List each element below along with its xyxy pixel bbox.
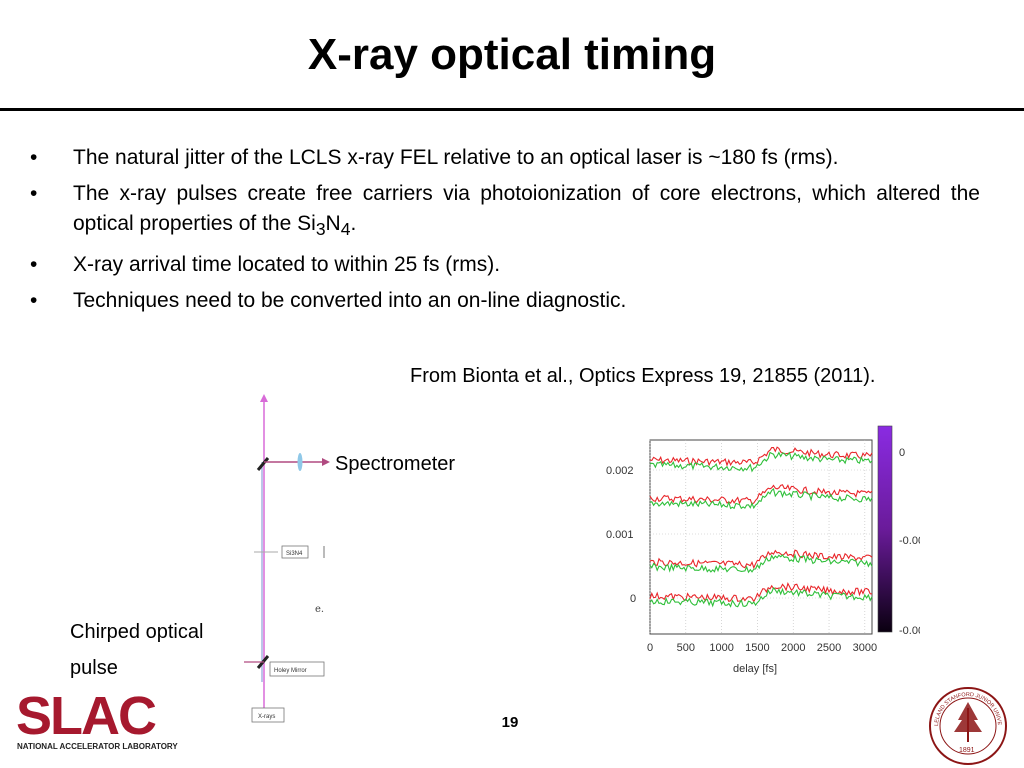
slac-logo: SLAC NATIONAL ACCELERATOR LABORATORY xyxy=(16,686,178,751)
x-axis-label: delay [fs] xyxy=(733,663,777,675)
slac-logo-subtitle: NATIONAL ACCELERATOR LABORATORY xyxy=(17,742,178,751)
y-tick-label: 0 xyxy=(630,593,636,605)
colorbar xyxy=(877,425,893,633)
trace-green xyxy=(649,451,873,473)
plot-traces xyxy=(649,446,873,608)
bullet-text: The natural jitter of the LCLS x-ray FEL… xyxy=(73,146,839,169)
bullet-dot: • xyxy=(30,146,38,169)
bullet-text: The x-ray pulses create free carriers vi… xyxy=(73,182,980,240)
tree-canopy-icon xyxy=(954,702,982,732)
plot-frame xyxy=(649,439,873,635)
y-tick-label: 0.002 xyxy=(606,465,634,477)
bullet-dot: • xyxy=(30,182,38,205)
bullet-list: • The natural jitter of the LCLS x-ray F… xyxy=(30,143,980,322)
bullet-text: X-ray arrival time located to within 25 … xyxy=(73,253,501,277)
subscript: 3 xyxy=(315,219,326,240)
trace-green xyxy=(649,586,873,608)
trace-red xyxy=(649,582,872,603)
x-tick-label: 0 xyxy=(647,642,653,654)
si3n4-box xyxy=(281,545,309,559)
bullet-item: • The x-ray pulses create free carriers … xyxy=(30,179,980,244)
trace-green xyxy=(649,553,873,574)
setup-diagram: Si3N4 e. Holey Mirror X-rays xyxy=(244,394,330,723)
bullet-item: • X-ray arrival time located to within 2… xyxy=(30,250,980,280)
seal-year: 1891 xyxy=(959,747,975,754)
subscript: 4 xyxy=(340,219,351,240)
colorbar-tick-label: -0.0004 xyxy=(899,625,920,637)
bullet-dot: • xyxy=(30,289,38,313)
x-tick-label: 2000 xyxy=(781,642,805,654)
bullet-dot: • xyxy=(30,253,38,277)
trace-red xyxy=(649,446,873,467)
x-tick-labels: 0 500 1000 1500 2000 2500 3000 xyxy=(647,642,877,654)
stray-mark: e. xyxy=(315,604,324,615)
trace-red xyxy=(649,549,873,570)
x-tick-label: 1000 xyxy=(709,642,733,654)
citation: From Bionta et al., Optics Express 19, 2… xyxy=(410,365,876,387)
x-tick-label: 1500 xyxy=(745,642,769,654)
chirped-pulse-label: Chirped optical pulse xyxy=(70,621,204,679)
holey-mirror-label: Holey Mirror xyxy=(274,668,307,674)
slide-title: X-ray optical timing xyxy=(307,30,717,79)
si3n4-label: Si3N4 xyxy=(286,551,303,557)
delay-plot: 0.002 0.001 0 0 500 1000 1500 2000 2500 3000 d… xyxy=(606,425,920,675)
trace-red xyxy=(649,484,873,505)
page-number: 19 xyxy=(501,714,519,731)
x-tick-label: 500 xyxy=(677,642,695,654)
bullet-item: • Techniques need to be converted into a… xyxy=(30,286,980,316)
trace-green xyxy=(649,488,873,510)
xrays-box xyxy=(251,707,285,723)
stanford-seal: LELAND STANFORD JUNIOR UNIVERSITY 1891 xyxy=(928,686,1007,765)
beam-arrow-head xyxy=(260,394,268,402)
y-tick-label: 0.001 xyxy=(606,529,634,541)
x-tick-label: 3000 xyxy=(853,642,877,654)
colorbar-tick-label: 0 xyxy=(899,447,905,459)
plot-gridlines xyxy=(649,440,872,634)
bullet-text: Techniques need to be converted into an … xyxy=(73,289,627,313)
bullet-item: • The natural jitter of the LCLS x-ray F… xyxy=(30,143,980,173)
spectrometer-label: Spectrometer xyxy=(335,453,456,475)
slac-logo-wordmark: SLAC xyxy=(16,686,156,746)
xrays-label: X-rays xyxy=(258,714,275,720)
lens xyxy=(297,453,303,471)
holey-mirror-box xyxy=(269,661,325,677)
x-tick-label: 2500 xyxy=(817,642,841,654)
title-rule xyxy=(0,108,1024,111)
top-mirror xyxy=(256,457,270,471)
spectrometer-arrow-head xyxy=(322,458,330,466)
